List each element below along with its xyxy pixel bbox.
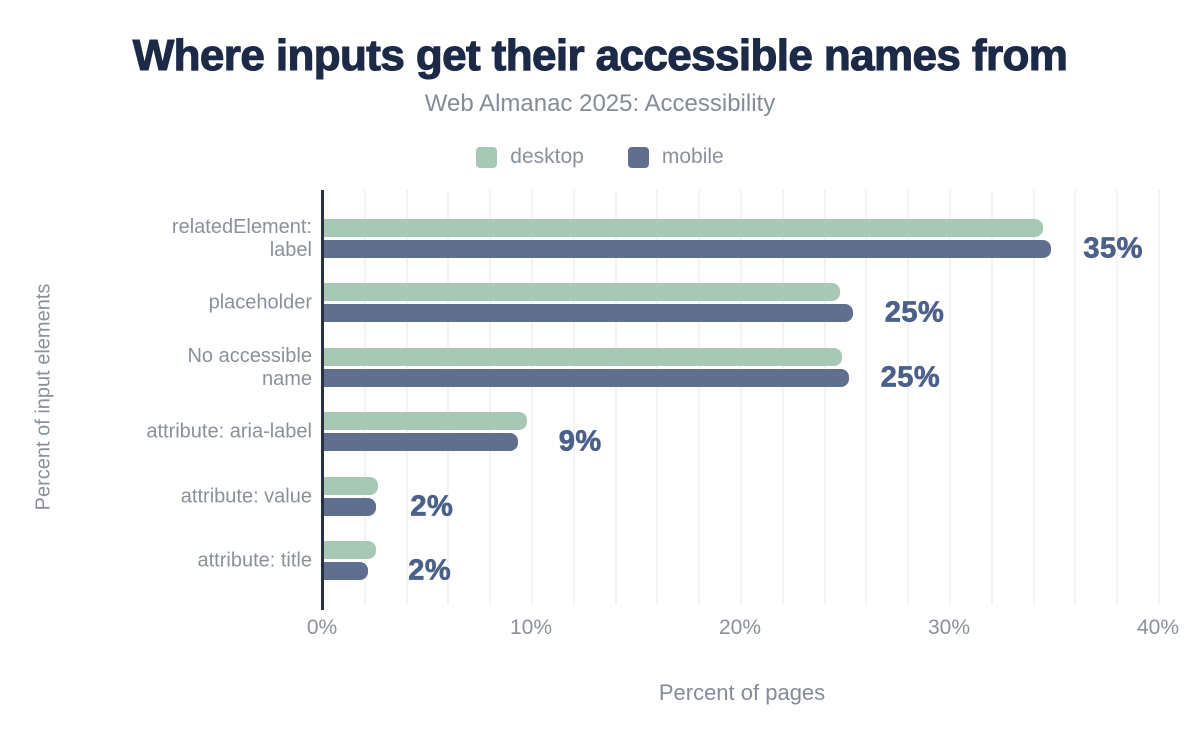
value-label: 2% (408, 554, 452, 587)
gridline (781, 190, 784, 605)
value-label: 9% (558, 425, 602, 458)
legend-label-mobile: mobile (661, 145, 724, 168)
x-tick-label: 30% (927, 616, 971, 639)
bar-mobile-row-5 (324, 562, 368, 580)
gridline (865, 190, 868, 605)
bar-desktop-row-0 (324, 219, 1043, 237)
bar-desktop-row-2 (324, 347, 843, 366)
value-label: 2% (410, 490, 454, 523)
gridline (614, 190, 617, 605)
category-label: relatedElement: label (171, 216, 312, 261)
gridline (990, 190, 993, 605)
gridline (405, 190, 408, 605)
bar-desktop-row-5 (324, 541, 377, 559)
gridline (1116, 190, 1119, 605)
gridline (1032, 190, 1035, 605)
y-axis-label: Percent of input elements (32, 283, 55, 511)
chart-subtitle: Web Almanac 2025: Accessibility (424, 90, 776, 117)
x-tick-label: 0% (306, 616, 338, 639)
gridline (572, 190, 575, 605)
bar-mobile-row-2 (324, 368, 849, 387)
gridline (363, 190, 366, 605)
gridline (447, 190, 450, 605)
gridline (698, 190, 701, 605)
bar-mobile-row-0 (324, 240, 1052, 258)
bar-desktop-row-1 (324, 283, 841, 302)
category-label: attribute: aria-label (146, 420, 312, 443)
axis-line (321, 190, 324, 610)
legend-swatch-desktop-icon (476, 146, 498, 168)
legend-swatch-mobile-icon (627, 146, 649, 168)
legend-item-mobile: mobile (627, 145, 724, 169)
gridline (656, 190, 659, 605)
bar-desktop-row-3 (324, 412, 527, 431)
category-label: placeholder (208, 291, 312, 314)
x-tick-label: 40% (1136, 616, 1180, 639)
gridline (1074, 190, 1077, 605)
x-axis-label: Percent of pages (658, 680, 826, 705)
legend-label-desktop: desktop (510, 145, 584, 168)
x-tick-label: 10% (509, 616, 553, 639)
gridline (489, 190, 492, 605)
gridline (949, 190, 951, 605)
chart-title: Where inputs get their accessible names … (132, 30, 1068, 80)
x-tick-label: 20% (718, 616, 762, 639)
value-label: 25% (880, 361, 941, 394)
bar-mobile-row-1 (324, 304, 853, 323)
gridline (740, 190, 742, 605)
gridline (907, 190, 910, 605)
value-label: 35% (1083, 232, 1143, 265)
legend-item-desktop: desktop (476, 145, 584, 169)
value-label: 25% (884, 296, 945, 330)
gridline (531, 190, 533, 605)
category-label: attribute: title (197, 549, 312, 572)
bar-desktop-row-4 (324, 476, 379, 495)
legend: desktop mobile (0, 144, 1200, 170)
gridline (823, 190, 826, 605)
plot-area (322, 190, 1166, 605)
bar-mobile-row-4 (324, 497, 377, 516)
category-label: attribute: value (180, 485, 312, 508)
category-label: No accessible name (187, 344, 312, 390)
bar-mobile-row-3 (324, 433, 519, 452)
gridline (1158, 190, 1160, 605)
